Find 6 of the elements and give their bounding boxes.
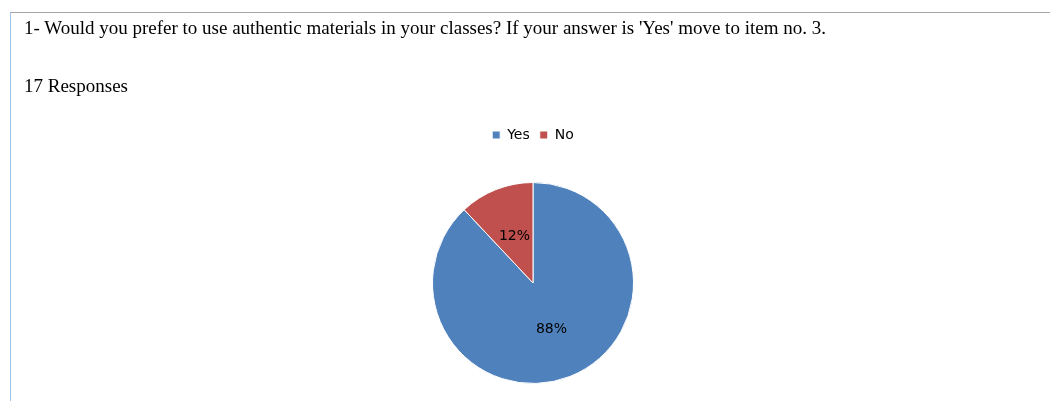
data-label: 88% — [535, 320, 568, 337]
legend-label: No — [554, 125, 574, 142]
text: 17 Responses — [24, 75, 128, 97]
legend-label: Yes — [506, 125, 530, 142]
data-label: 12% — [498, 226, 531, 243]
chart-title: 1- Would you prefer to use authentic materials in your classes? If your answer is 'Yes' move to item no. 3. — [24, 17, 827, 39]
